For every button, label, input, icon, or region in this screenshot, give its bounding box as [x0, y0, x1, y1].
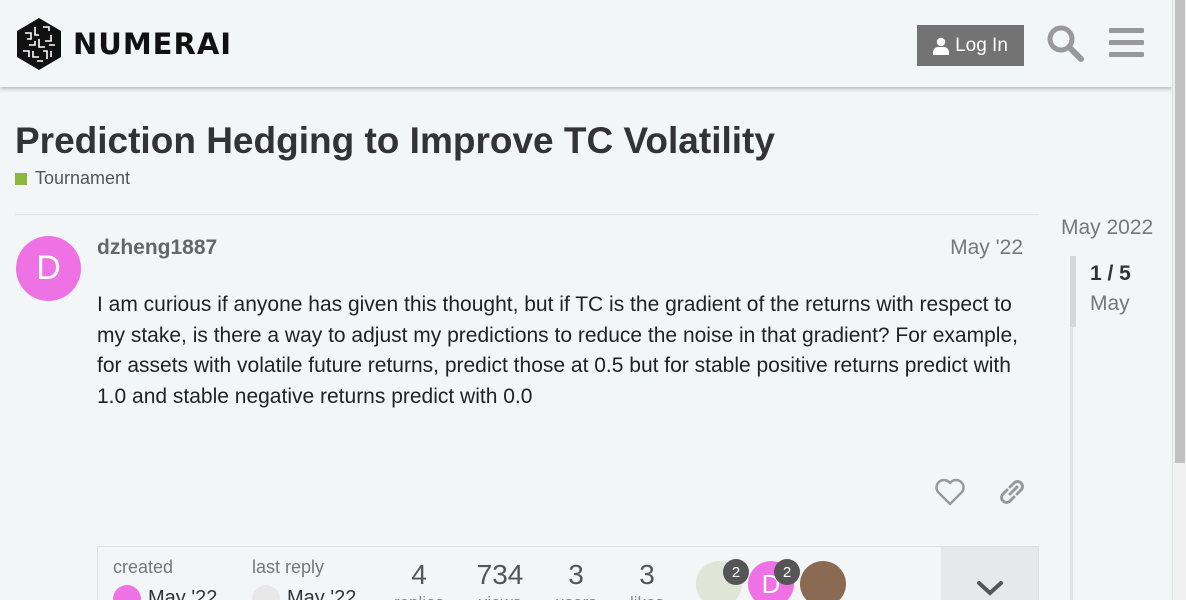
participant-post-count-badge: 2 [774, 559, 800, 585]
brand-name: NUMERAI [73, 27, 233, 61]
created-avatar[interactable] [113, 585, 141, 600]
timeline-start-date[interactable]: May 2022 [1061, 216, 1154, 239]
users-label: users [546, 593, 606, 600]
login-button[interactable]: Log In [917, 25, 1024, 66]
like-heart-icon[interactable] [934, 476, 966, 508]
chevron-down-icon [976, 581, 1003, 596]
last-reply-date[interactable]: May '22 [287, 587, 357, 600]
category-label: Tournament [35, 168, 131, 188]
page-scrollbar[interactable] [1172, 0, 1186, 600]
last-reply-avatar[interactable] [252, 585, 280, 600]
author-avatar[interactable]: D [16, 236, 81, 301]
participant-post-count-badge: 2 [723, 559, 749, 585]
likes-count: 3 [639, 559, 655, 590]
replies-count: 4 [411, 559, 427, 590]
timeline-position: 1 / 5 [1090, 262, 1131, 285]
scrollbar-thumb[interactable] [1175, 0, 1185, 463]
participant-avatar[interactable] [800, 561, 846, 600]
category-color-swatch [15, 172, 27, 185]
users-count: 3 [568, 559, 584, 590]
views-count: 734 [476, 559, 524, 590]
site-header: NUMERAI Log In [0, 0, 1172, 87]
author-username[interactable]: dzheng1887 [97, 236, 218, 259]
post-date[interactable]: May '22 [950, 236, 1023, 259]
views-label: views [470, 593, 530, 600]
replies-label: replies [389, 593, 449, 600]
last-reply-label: last reply [252, 557, 325, 577]
expand-topic-map-button[interactable] [941, 547, 1038, 600]
timeline-scroller-handle[interactable] [1070, 256, 1076, 327]
numerai-logo-icon [17, 18, 61, 70]
likes-label: likes [617, 593, 677, 600]
created-label: created [113, 557, 174, 577]
title-divider [15, 214, 1039, 215]
post-body: I am curious if anyone has given this th… [97, 293, 1018, 408]
user-icon [933, 37, 950, 55]
timeline-rail[interactable] [1070, 256, 1073, 600]
search-icon[interactable] [1045, 23, 1085, 63]
topic-title[interactable]: Prediction Hedging to Improve TC Volatil… [15, 120, 775, 161]
topic-timeline: May 2022 1 / 5 May [1052, 214, 1162, 600]
created-date[interactable]: May '22 [148, 587, 218, 600]
category-badge[interactable]: Tournament [15, 168, 130, 189]
numerai-logo[interactable]: NUMERAI [15, 17, 232, 71]
login-label: Log In [955, 34, 1008, 56]
topic-map: created May '22 last reply May '22 4 rep… [97, 546, 1039, 600]
timeline-current-date: May [1090, 292, 1130, 315]
hamburger-menu-icon[interactable] [1107, 23, 1147, 63]
share-link-icon[interactable] [996, 476, 1028, 508]
